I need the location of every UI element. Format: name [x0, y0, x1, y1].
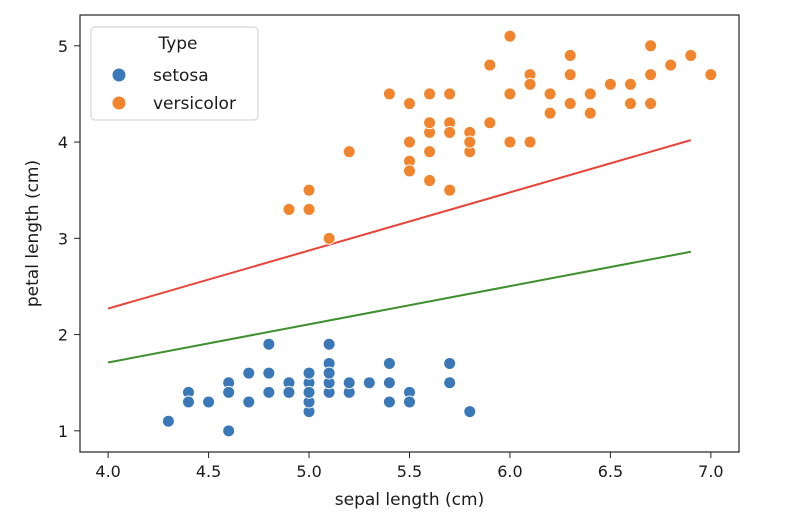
x-tick-label: 4.0 — [95, 462, 120, 481]
point-setosa — [282, 385, 296, 399]
point-versicolor — [503, 29, 517, 43]
y-tick-label: 4 — [58, 133, 68, 152]
point-versicolor — [624, 97, 638, 111]
x-tick-label: 6.5 — [598, 462, 623, 481]
point-versicolor — [583, 106, 597, 120]
point-versicolor — [443, 183, 457, 197]
x-axis-ticks: 4.0 4.5 5.0 5.5 6.0 6.5 7.0 — [95, 452, 724, 481]
point-versicolor — [423, 87, 437, 101]
point-versicolor — [644, 39, 658, 53]
legend-marker-setosa — [111, 67, 127, 83]
point-versicolor — [684, 48, 698, 62]
point-setosa — [161, 414, 175, 428]
legend-label-versicolor: versicolor — [153, 94, 236, 114]
y-tick-label: 3 — [58, 229, 68, 248]
point-versicolor — [624, 77, 638, 91]
point-versicolor — [302, 183, 316, 197]
y-axis-label: petal length (cm) — [23, 160, 43, 307]
point-versicolor — [523, 77, 537, 91]
point-versicolor — [503, 135, 517, 149]
point-setosa — [322, 366, 336, 380]
point-versicolor — [563, 48, 577, 62]
point-versicolor — [543, 87, 557, 101]
point-setosa — [222, 424, 236, 438]
point-setosa — [342, 376, 356, 390]
y-axis-ticks: 1 2 3 4 5 — [58, 37, 80, 441]
point-setosa — [262, 337, 276, 351]
point-versicolor — [302, 202, 316, 216]
point-versicolor — [563, 68, 577, 82]
point-setosa — [181, 395, 195, 409]
point-versicolor — [382, 87, 396, 101]
point-setosa — [382, 395, 396, 409]
boundary-line-1 — [107, 139, 692, 310]
y-tick-label: 2 — [58, 326, 68, 345]
point-setosa — [443, 356, 457, 370]
y-tick-label: 1 — [58, 422, 68, 441]
point-versicolor — [483, 58, 497, 72]
point-setosa — [322, 337, 336, 351]
point-versicolor — [563, 97, 577, 111]
point-versicolor — [463, 135, 477, 149]
point-versicolor — [603, 77, 617, 91]
point-setosa — [302, 366, 316, 380]
point-versicolor — [583, 87, 597, 101]
point-versicolor — [543, 106, 557, 120]
point-versicolor — [403, 135, 416, 149]
point-setosa — [403, 395, 416, 409]
point-setosa — [382, 376, 396, 390]
scatter-points — [161, 29, 718, 438]
x-tick-label: 5.0 — [296, 462, 321, 481]
point-setosa — [242, 366, 256, 380]
point-versicolor — [443, 125, 457, 139]
point-versicolor — [644, 97, 658, 111]
legend-box — [90, 26, 259, 121]
point-versicolor — [322, 231, 336, 245]
point-versicolor — [403, 97, 416, 111]
point-setosa — [262, 366, 276, 380]
x-tick-label: 4.5 — [196, 462, 221, 481]
point-versicolor — [483, 116, 497, 130]
x-axis-label: sepal length (cm) — [335, 490, 484, 510]
point-setosa — [463, 405, 477, 419]
legend-marker-versicolor — [111, 95, 127, 111]
legend-title: Type — [157, 34, 197, 54]
point-versicolor — [342, 145, 356, 159]
y-tick-label: 5 — [58, 37, 68, 56]
legend: Type setosa versicolor — [90, 26, 259, 121]
point-setosa — [222, 385, 236, 399]
point-setosa — [242, 395, 256, 409]
point-setosa — [382, 356, 396, 370]
point-versicolor — [423, 145, 437, 159]
point-setosa — [202, 395, 216, 409]
point-setosa — [302, 385, 316, 399]
point-versicolor — [664, 58, 678, 72]
point-setosa — [443, 376, 457, 390]
decision-lines — [107, 139, 692, 364]
point-setosa — [262, 385, 276, 399]
x-tick-label: 6.0 — [497, 462, 522, 481]
point-versicolor — [423, 116, 437, 130]
point-versicolor — [282, 202, 296, 216]
boundary-line-2 — [107, 250, 691, 364]
point-versicolor — [704, 68, 718, 82]
legend-label-setosa: setosa — [153, 66, 209, 86]
point-versicolor — [423, 174, 437, 188]
x-tick-label: 7.0 — [698, 462, 723, 481]
point-versicolor — [443, 87, 457, 101]
point-versicolor — [403, 164, 416, 178]
point-versicolor — [644, 68, 658, 82]
x-tick-label: 5.5 — [397, 462, 422, 481]
point-versicolor — [503, 87, 517, 101]
point-setosa — [362, 376, 376, 390]
point-versicolor — [523, 135, 537, 149]
